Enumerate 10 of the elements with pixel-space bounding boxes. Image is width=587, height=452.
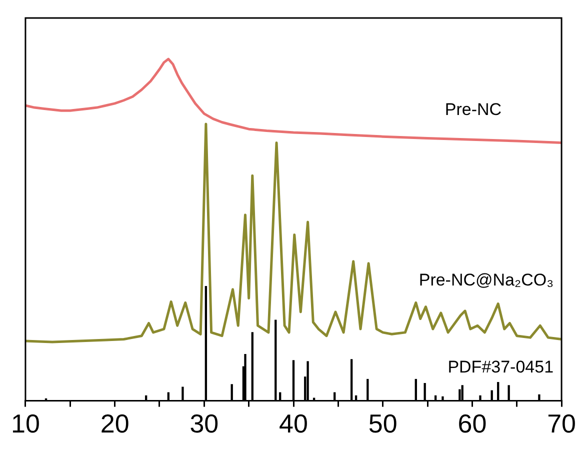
x-tick-label: 10 <box>11 408 40 439</box>
series-label: Pre-NC@Na₂CO₃ <box>418 270 554 290</box>
x-tick-label: 70 <box>547 408 576 439</box>
x-tick-label: 60 <box>458 408 487 439</box>
series-label: PDF#37-0451 <box>448 358 554 377</box>
x-tick-label: 20 <box>100 408 130 439</box>
x-tick-label: 40 <box>279 408 308 439</box>
series-label: Pre-NC <box>444 100 502 119</box>
x-tick-label: 50 <box>368 408 398 439</box>
x-tick-label: 30 <box>190 408 219 439</box>
